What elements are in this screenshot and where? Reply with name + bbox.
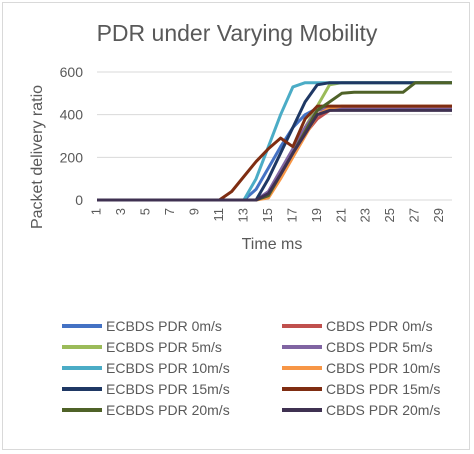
legend-item: ECBDS PDR 0m/s xyxy=(62,318,222,334)
legend-label: ECBDS PDR 5m/s xyxy=(106,339,222,355)
legend-swatch xyxy=(282,408,322,412)
legend-item: CBDS PDR 0m/s xyxy=(282,318,433,334)
legend-label: ECBDS PDR 10m/s xyxy=(106,360,230,376)
legend-item: CBDS PDR 15m/s xyxy=(282,381,440,397)
legend-label: CBDS PDR 5m/s xyxy=(326,339,433,355)
y-tick-label: 200 xyxy=(60,149,84,165)
legend-swatch xyxy=(282,366,322,370)
x-tick-label: 15 xyxy=(260,208,275,222)
legend-swatch xyxy=(282,387,322,391)
legend-swatch xyxy=(62,324,102,328)
legend-label: ECBDS PDR 15m/s xyxy=(106,381,230,397)
legend-swatch xyxy=(62,408,102,412)
legend-swatch xyxy=(282,324,322,328)
x-tick-label: 7 xyxy=(162,208,177,215)
legend-swatch xyxy=(62,387,102,391)
legend-swatch xyxy=(282,345,322,349)
legend-item: ECBDS PDR 10m/s xyxy=(62,360,230,376)
x-axis-label: Time ms xyxy=(241,236,303,253)
legend-swatch xyxy=(62,366,102,370)
legend-swatch xyxy=(62,345,102,349)
x-tick-label: 3 xyxy=(113,208,128,215)
x-tick-label: 11 xyxy=(211,208,226,222)
legend-label: CBDS PDR 10m/s xyxy=(326,360,441,376)
chart-title: PDR under Varying Mobility xyxy=(96,20,378,46)
y-tick-label: 0 xyxy=(75,192,83,208)
x-tick-label: 25 xyxy=(382,208,397,222)
legend-label: ECBDS PDR 0m/s xyxy=(106,318,222,334)
x-tick-label: 29 xyxy=(431,208,446,222)
y-tick-labels: 0 200 400 600 xyxy=(60,64,84,208)
x-tick-label: 5 xyxy=(137,208,152,215)
legend-label: CBDS PDR 0m/s xyxy=(326,318,433,334)
legend-item: ECBDS PDR 5m/s xyxy=(62,339,222,355)
x-tick-labels: 1 3 5 7 9 11 13 15 17 19 21 23 25 27 29 xyxy=(88,208,446,222)
legend-label: ECBDS PDR 20m/s xyxy=(106,402,230,418)
legend-item: ECBDS PDR 20m/s xyxy=(62,402,230,418)
y-tick-label: 400 xyxy=(60,107,84,123)
x-tick-label: 1 xyxy=(88,208,103,215)
legend-label: CBDS PDR 20m/s xyxy=(326,402,441,418)
x-tick-label: 13 xyxy=(235,208,250,222)
legend-item: CBDS PDR 10m/s xyxy=(282,360,440,376)
legend-item: CBDS PDR 20m/s xyxy=(282,402,440,418)
y-tick-label: 600 xyxy=(60,64,84,80)
x-tick-label: 27 xyxy=(407,208,422,222)
series-lines xyxy=(97,81,452,202)
x-tick-label: 17 xyxy=(284,208,299,222)
chart-frame xyxy=(2,2,470,450)
x-tick-label: 21 xyxy=(333,208,348,222)
legend-item: CBDS PDR 5m/s xyxy=(282,339,433,355)
legend-label: CBDS PDR 15m/s xyxy=(326,381,441,397)
legend-item: ECBDS PDR 15m/s xyxy=(62,381,230,397)
x-tick-label: 9 xyxy=(186,208,201,215)
x-tick-label: 19 xyxy=(309,208,324,222)
x-tick-label: 23 xyxy=(358,208,373,222)
series-line-9 xyxy=(97,108,452,202)
